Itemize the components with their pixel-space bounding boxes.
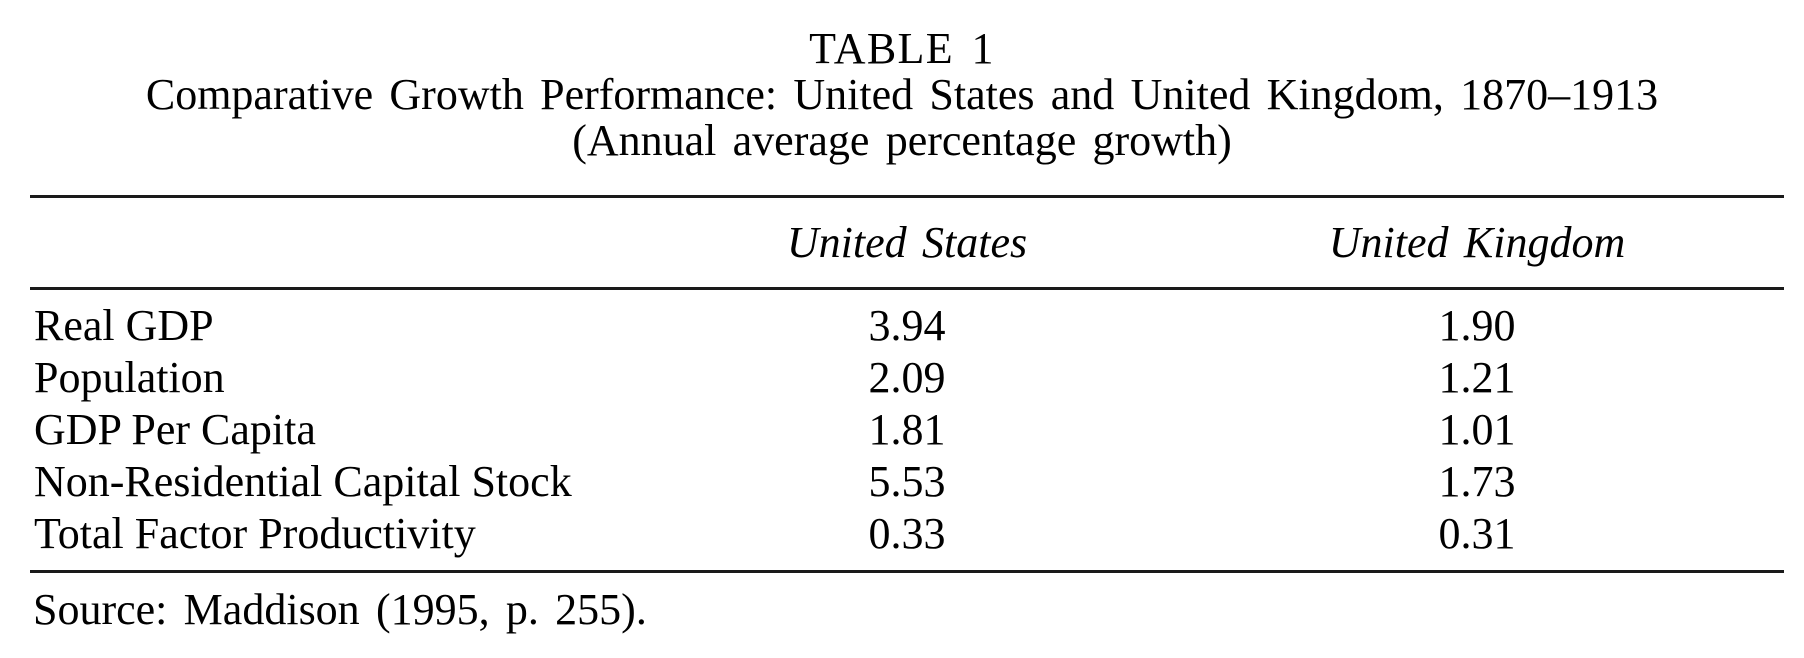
row-label: Real GDP	[34, 301, 214, 350]
table-rule-top	[30, 195, 1784, 198]
table-row-real-gdp: Real GDP 3.94 1.90	[30, 300, 1784, 352]
uk-value: 1.01	[1438, 405, 1516, 454]
table-rule-mid	[30, 287, 1784, 290]
column-header-united-kingdom: United Kingdom	[1328, 218, 1626, 267]
table-subtitle: (Annual average percentage growth)	[572, 116, 1232, 165]
table-main-title: Comparative Growth Performance: United S…	[145, 70, 1659, 119]
table-rule-bottom	[30, 570, 1784, 573]
uk-value: 1.90	[1438, 301, 1516, 350]
uk-value: 1.21	[1438, 353, 1516, 402]
row-label: Total Factor Productivity	[34, 509, 476, 558]
us-value: 1.81	[868, 405, 946, 454]
table-row-population: Population 2.09 1.21	[30, 352, 1784, 404]
growth-table: United States United Kingdom Real GDP 3.…	[30, 195, 1784, 573]
source-note: Source: Maddison (1995, p. 255).	[33, 585, 647, 634]
table-row-non-residential-capital-stock: Non-Residential Capital Stock 5.53 1.73	[30, 456, 1784, 508]
table-title-block: TABLE 1 Comparative Growth Performance: …	[0, 26, 1804, 164]
row-label: Non-Residential Capital Stock	[34, 457, 572, 506]
us-value: 0.33	[868, 509, 946, 558]
us-value: 3.94	[868, 301, 946, 350]
us-value: 2.09	[868, 353, 946, 402]
table-body: Real GDP 3.94 1.90 Population 2.09 1.21 …	[30, 290, 1784, 570]
column-header-united-states: United States	[786, 218, 1028, 267]
table-number-title: TABLE 1	[809, 24, 995, 73]
table-row-gdp-per-capita: GDP Per Capita 1.81 1.01	[30, 404, 1784, 456]
table-header-row: United States United Kingdom	[30, 198, 1784, 287]
us-value: 5.53	[868, 457, 946, 506]
row-label: GDP Per Capita	[34, 405, 316, 454]
uk-value: 1.73	[1438, 457, 1516, 506]
table-row-total-factor-productivity: Total Factor Productivity 0.33 0.31	[30, 508, 1784, 560]
row-label: Population	[34, 353, 225, 402]
uk-value: 0.31	[1438, 509, 1516, 558]
